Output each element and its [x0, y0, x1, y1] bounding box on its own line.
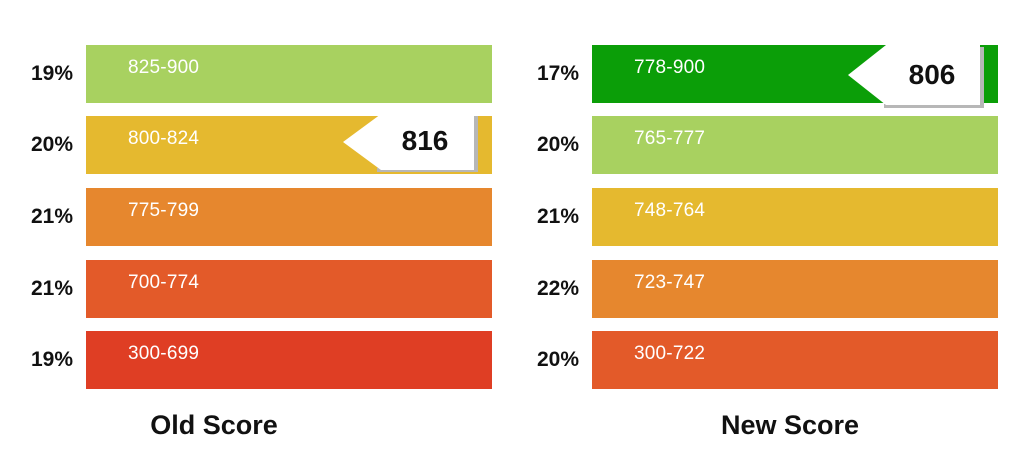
- old-score-panel: 19% 825-900 20% 800-824 21% 775-799 21% …: [30, 45, 492, 440]
- new-score-title: New Score: [720, 410, 860, 440]
- old-band-3-range: 775-799: [128, 200, 200, 221]
- new-band-2-range: 765-777: [634, 128, 706, 149]
- new-score-marker: 806: [848, 45, 988, 108]
- old-percent-2: 20%: [30, 133, 73, 156]
- old-percent-5: 19%: [30, 348, 73, 371]
- old-score-marker: 816: [343, 114, 480, 172]
- new-band-4-range: 723-747: [634, 272, 706, 293]
- old-percent-3: 21%: [30, 205, 73, 228]
- old-score-value: 816: [401, 125, 449, 156]
- old-band-4: 700-774: [86, 260, 492, 318]
- old-band-4-range: 700-774: [128, 272, 200, 293]
- new-score-value: 806: [908, 59, 956, 90]
- new-marker-shadow: [884, 104, 984, 108]
- new-marker-shadow-side: [978, 47, 984, 107]
- new-percent-4: 22%: [536, 277, 579, 300]
- new-band-5: 300-722: [592, 331, 998, 389]
- old-band-5-range: 300-699: [128, 343, 200, 364]
- old-band-5: 300-699: [86, 331, 492, 389]
- old-marker-shadow: [377, 168, 477, 172]
- new-percent-1: 17%: [536, 62, 579, 85]
- new-band-3-range: 748-764: [634, 200, 706, 221]
- new-band-2: 765-777: [592, 116, 998, 174]
- new-band-5-range: 300-722: [634, 343, 706, 364]
- old-percent-4: 21%: [30, 277, 73, 300]
- old-percent-1: 19%: [30, 62, 73, 85]
- old-score-title: Old Score: [150, 410, 278, 440]
- new-percent-5: 20%: [536, 348, 579, 371]
- new-band-3: 748-764: [592, 188, 998, 246]
- new-band-1-range: 778-900: [634, 57, 706, 78]
- old-band-2-range: 800-824: [128, 128, 200, 149]
- old-band-1: 825-900: [86, 45, 492, 103]
- new-score-panel: 17% 778-900 20% 765-777 21% 748-764 22% …: [512, 0, 1024, 466]
- new-percent-2: 20%: [536, 133, 579, 156]
- new-percent-3: 21%: [536, 205, 579, 228]
- new-band-4: 723-747: [592, 260, 998, 318]
- old-band-1-range: 825-900: [128, 57, 200, 78]
- old-marker-shadow-side: [472, 116, 478, 172]
- old-band-3: 775-799: [86, 188, 492, 246]
